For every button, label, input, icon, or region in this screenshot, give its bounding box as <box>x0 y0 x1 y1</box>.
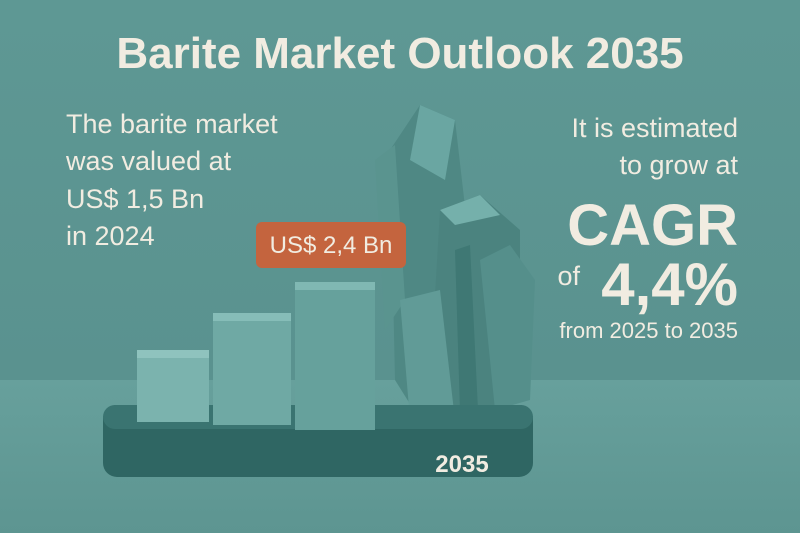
right-line: to grow at <box>619 150 738 180</box>
base-label: 2035 <box>435 451 488 478</box>
period: from 2025 to 2035 <box>559 318 738 343</box>
rate: 4,4% <box>601 251 738 318</box>
prefix: of <box>557 261 580 291</box>
badge <box>256 222 406 268</box>
bars <box>137 282 375 430</box>
left-line: The barite market <box>66 109 278 139</box>
badge-label: US$ 2,4 Bn <box>270 232 393 259</box>
left-line: was valued at <box>65 146 232 176</box>
title: Barite Market Outlook 2035 <box>116 29 683 78</box>
right-line: It is estimated <box>571 113 738 143</box>
left-line: in 2024 <box>66 221 155 251</box>
crystal-cluster <box>375 105 535 420</box>
headline: CAGR <box>567 193 738 258</box>
left-line: US$ 1,5 Bn <box>66 184 204 214</box>
